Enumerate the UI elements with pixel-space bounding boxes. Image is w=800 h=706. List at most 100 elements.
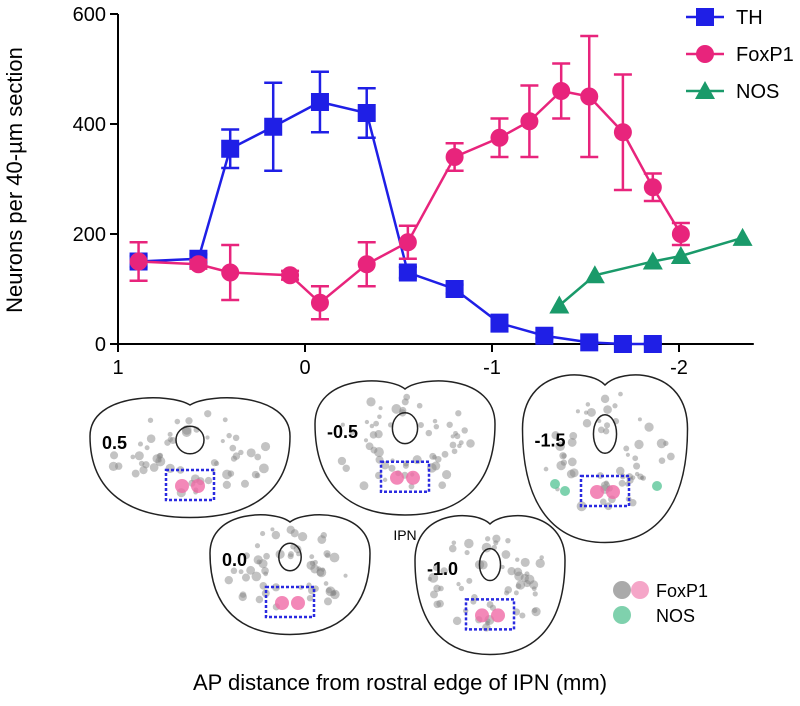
nos-cells	[560, 486, 570, 496]
cell-dot	[137, 441, 144, 447]
cell-dot	[260, 441, 271, 452]
cell-dot	[204, 410, 212, 418]
cell-dot	[214, 460, 220, 467]
ipn-box	[264, 585, 316, 619]
cell-dot	[492, 534, 501, 543]
y-tick-label: 400	[73, 114, 106, 136]
cell-dot	[458, 585, 465, 592]
legend-label: TH	[736, 7, 763, 29]
cell-dot	[378, 406, 383, 411]
legend-dot	[613, 606, 631, 624]
foxp1-cells	[475, 608, 489, 623]
cell-dot	[450, 434, 455, 439]
cell-dot	[629, 498, 637, 507]
cell-dot	[464, 538, 474, 549]
cell-dot	[587, 407, 596, 417]
cell-dot	[583, 410, 589, 415]
cell-dot	[167, 431, 173, 437]
x-tick-label: -1	[483, 357, 501, 379]
aqueduct	[175, 425, 205, 455]
cell-dot	[296, 551, 301, 557]
cell-dot	[531, 607, 541, 617]
cell-dot	[144, 445, 150, 451]
cell-dot	[329, 552, 340, 563]
cell-dot	[604, 422, 611, 429]
cell-dot	[543, 466, 549, 472]
cell-dot	[432, 564, 440, 571]
brain-section: -0.5	[314, 380, 496, 516]
cell-dot	[403, 393, 411, 401]
cell-dot	[656, 438, 667, 449]
data-point	[671, 225, 690, 243]
cell-dot	[461, 427, 468, 434]
cell-dot	[603, 405, 612, 414]
cell-dot	[342, 464, 350, 473]
cell-dot	[427, 576, 432, 581]
cell-dot	[513, 590, 519, 596]
cell-dot	[451, 540, 457, 545]
cell-dot	[130, 454, 136, 460]
cell-dot	[603, 480, 609, 486]
cell-dot	[452, 616, 462, 626]
section-outline	[521, 374, 689, 544]
y-tick-label: 600	[73, 4, 106, 26]
cell-dot	[149, 463, 159, 472]
cell-dot	[515, 580, 526, 590]
cell-dot	[464, 550, 470, 556]
cell-dot	[205, 435, 210, 440]
cell-dot	[485, 536, 491, 542]
cell-dot	[323, 550, 331, 558]
data-point	[281, 266, 300, 285]
data-point	[357, 104, 376, 122]
cell-dot	[176, 466, 185, 474]
cell-dot	[255, 595, 264, 604]
y-tick-label: 0	[95, 334, 106, 356]
section-legend-label: NOS	[656, 606, 695, 626]
cell-dot	[618, 391, 623, 397]
foxp1-cells	[491, 608, 505, 623]
cell-dot	[174, 418, 181, 425]
cell-dot	[535, 558, 545, 569]
cell-dot	[507, 567, 516, 576]
cell-dot	[453, 430, 458, 436]
section-outline	[314, 380, 496, 516]
section-label: 0.5	[102, 433, 127, 453]
cell-dot	[164, 439, 171, 446]
cell-dot	[633, 462, 641, 470]
cell-dot	[634, 439, 644, 450]
data-point	[613, 335, 632, 353]
cell-dot	[519, 612, 526, 619]
cell-dot	[156, 453, 163, 460]
cell-dot	[388, 464, 396, 472]
cell-dot	[220, 439, 225, 444]
section-outline	[89, 397, 291, 519]
cell-dot	[417, 422, 424, 429]
cell-dot	[241, 573, 251, 582]
cell-dot	[449, 441, 457, 449]
cell-dot	[632, 455, 639, 462]
foxp1-cells	[191, 479, 205, 493]
cell-dot	[271, 530, 281, 540]
cell-dot	[246, 565, 256, 575]
data-point	[445, 148, 464, 166]
cell-dot	[582, 419, 592, 428]
cell-dot	[307, 586, 316, 595]
cell-dot	[260, 531, 266, 537]
cell-dot	[425, 429, 433, 437]
cell-dot	[416, 402, 423, 409]
data-point	[643, 178, 662, 197]
y-tick-label: 200	[73, 224, 106, 246]
ipn-box	[379, 460, 431, 494]
cell-dot	[377, 414, 382, 420]
cell-dot	[229, 444, 237, 452]
data-point	[264, 117, 283, 136]
foxp1-cells	[275, 596, 289, 610]
data-point	[490, 128, 509, 147]
data-point	[445, 280, 464, 298]
cell-dot	[585, 402, 591, 407]
cell-dot	[513, 567, 523, 577]
cell-dot	[290, 529, 299, 538]
cell-dot	[529, 580, 539, 590]
cell-dot	[238, 569, 244, 575]
